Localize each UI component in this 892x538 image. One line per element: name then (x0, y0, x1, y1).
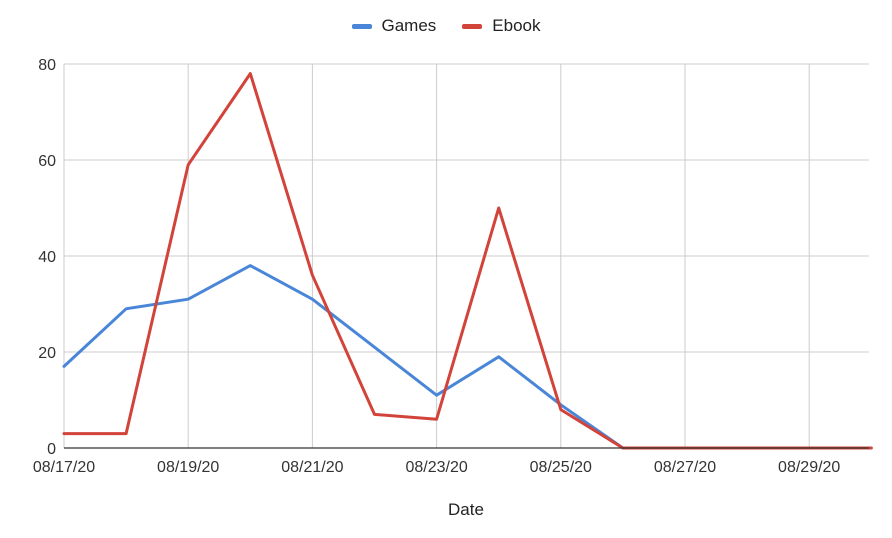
axis-labels: 0 20 40 60 80 08/17/20 08/19/20 08/21/20 08/23/2… (33, 57, 869, 476)
legend: Games Ebook (0, 16, 892, 36)
legend-item-ebook[interactable]: Ebook (462, 16, 541, 36)
y-tick-label: 40 (38, 249, 56, 266)
legend-label-games: Games (381, 16, 437, 35)
y-tick-label: 0 (47, 441, 56, 458)
x-tick-label: 08/27/20 (654, 459, 716, 476)
grid-lines (63, 63, 869, 448)
series-line-games (62, 264, 873, 450)
legend-swatch-ebook (462, 23, 483, 29)
x-tick-label: 08/23/20 (405, 459, 467, 476)
series-lines (62, 72, 873, 450)
y-tick-label: 80 (38, 57, 56, 74)
y-tick-label: 60 (38, 153, 56, 170)
legend-item-games[interactable]: Games (351, 16, 437, 36)
x-tick-label: 08/19/20 (157, 459, 219, 476)
x-tick-label: 08/21/20 (281, 459, 343, 476)
series-line-ebook (62, 72, 873, 450)
x-tick-label: 08/29/20 (778, 459, 840, 476)
y-tick-label: 20 (38, 345, 56, 362)
x-tick-label: 08/25/20 (530, 459, 592, 476)
legend-label-ebook: Ebook (492, 16, 541, 35)
x-tick-label: 08/17/20 (33, 459, 95, 476)
x-axis-title: Date (448, 500, 484, 519)
legend-swatch-games (351, 23, 372, 29)
